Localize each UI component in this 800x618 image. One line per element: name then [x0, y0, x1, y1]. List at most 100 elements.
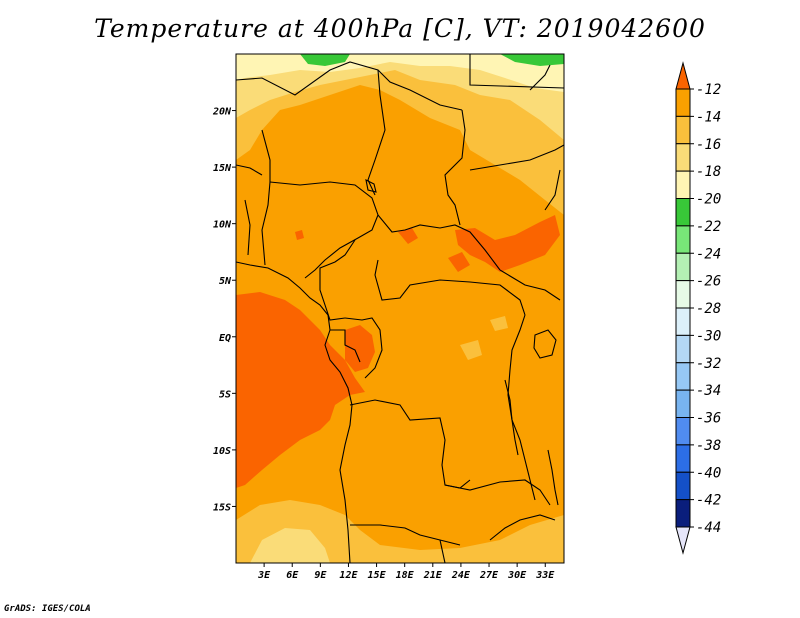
border-cameroon: [319, 239, 356, 321]
colorbar-segment: [675, 143, 691, 172]
temperature-field: [236, 54, 564, 563]
x-tick-label: 27E: [479, 570, 499, 581]
x-tick-label: 6E: [286, 570, 299, 581]
border-congo: [344, 317, 383, 379]
field-patch-m14-m12-gabon: [345, 325, 375, 372]
colorbar-label: -20: [696, 192, 721, 208]
border-sudan-ss: [469, 144, 564, 171]
colorbar-label: -34: [696, 383, 721, 399]
colorbar-segment: [675, 362, 691, 391]
field-patch-m18-m16-drc: [490, 316, 508, 331]
border-zambia: [444, 479, 551, 506]
colorbar-segment: [675, 307, 691, 336]
border-angola-south: [350, 524, 461, 546]
colorbar-segment: [675, 115, 691, 145]
x-tick-label: 3E: [257, 570, 271, 581]
colorbar-label: -18: [696, 164, 721, 180]
lake-malawi: [547, 449, 559, 506]
x-tick-label: 9E: [314, 570, 327, 581]
colorbar-label: -22: [696, 219, 721, 235]
field-patch-m14-m12-car: [455, 215, 560, 272]
colorbar-label: -14: [696, 109, 721, 125]
colorbar-segment: [675, 252, 691, 282]
x-tick-label: 18E: [396, 570, 415, 581]
border-libya-chad: [444, 109, 466, 226]
map-title: Temperature at 400hPa [C], VT: 201904260…: [94, 14, 706, 43]
y-tick-label: EQ: [219, 333, 231, 344]
colorbar-label: -26: [696, 274, 721, 290]
border-gabon: [330, 329, 361, 363]
footer-credit: GrADS: IGES/COLA: [4, 604, 91, 614]
border-nigeria-benin: [261, 129, 271, 266]
colorbar-segment: [675, 417, 691, 446]
field-patch-m24-m22-north: [300, 54, 350, 66]
colorbar-bottom-arrow: [675, 526, 691, 555]
colorbar-label: -38: [696, 438, 721, 454]
border-ethiopia: [544, 169, 561, 211]
colorbar-label: -30: [696, 328, 721, 344]
x-tick-label: 12E: [339, 570, 358, 581]
colorbar-segment: [675, 198, 691, 227]
colorbar-label: -40: [696, 465, 721, 481]
colorbar-label: -16: [696, 137, 721, 153]
colorbar-segment: [675, 225, 691, 254]
lake-victoria: [533, 329, 557, 359]
plot-frame: [235, 53, 565, 564]
x-tick-label: 24E: [451, 570, 471, 581]
lake-chad: [365, 179, 377, 193]
border-south-namibia: [439, 539, 446, 563]
colorbar: -12 -14 -16 -18 -20 -22 -24 -26 -28 -30 -32 -34 -36 -…: [675, 61, 721, 555]
field-patch-m24-m22-northeast: [500, 54, 564, 66]
border-niger-chad: [367, 69, 386, 196]
field-patch-m14-m12-nigeria: [295, 230, 304, 240]
lake-lines-red-sea: [529, 64, 551, 91]
colorbar-label: -36: [696, 411, 721, 427]
x-tick-label: 33E: [535, 570, 555, 581]
field-patch-m14-m12-central: [448, 252, 470, 272]
colorbar-segment: [675, 471, 691, 501]
border-burkina: [236, 164, 263, 176]
coastline-west-africa: [236, 261, 353, 563]
colorbar-label: -32: [696, 356, 721, 372]
colorbar-segment: [675, 88, 691, 117]
colorbar-segment: [675, 334, 691, 364]
border-ss-uganda: [499, 269, 561, 301]
x-tick-label: 21E: [423, 570, 443, 581]
colorbar-segment: [675, 170, 691, 199]
y-tick-label: 5N: [219, 276, 232, 287]
colorbar-segment: [675, 280, 691, 309]
border-algeria-niger: [236, 61, 463, 111]
y-tick-label: 5S: [219, 389, 231, 400]
y-axis: 20N 15N 10N 5N EQ 5S 10S 15S: [212, 107, 236, 513]
x-axis: 3E 6E 9E 12E 15E 18E 21E 24E 27E 30E 33E: [257, 563, 555, 581]
field-patch-m20-m18-south: [250, 528, 330, 563]
colorbar-top-arrow: [675, 61, 691, 90]
colorbar-label: -44: [696, 520, 721, 536]
y-tick-label: 10S: [213, 446, 231, 457]
colorbar-label: -28: [696, 301, 721, 317]
border-car-drc: [374, 259, 526, 316]
field-tongue-m14-m12-west: [236, 292, 365, 488]
colorbar-label: -12: [696, 82, 721, 98]
y-tick-label: 15N: [213, 163, 232, 174]
colorbar-label: -24: [696, 246, 721, 262]
border-ghana-togo: [244, 199, 251, 256]
x-tick-label: 30E: [507, 570, 527, 581]
colorbar-segment: [675, 499, 691, 528]
y-tick-label: 20N: [212, 107, 232, 118]
colorbar-segment: [675, 389, 691, 418]
x-tick-label: 15E: [368, 570, 387, 581]
border-mozambique: [489, 514, 556, 541]
border-drc-east: [507, 314, 536, 501]
lake-tanganyika: [504, 379, 519, 456]
country-borders: [236, 54, 564, 563]
field-band-m20-m18: [236, 54, 564, 140]
y-tick-label: 10N: [213, 220, 232, 231]
field-patch-m14-m12-chad: [398, 228, 418, 244]
colorbar-segment: [675, 444, 691, 473]
border-chad-car: [377, 214, 501, 271]
y-tick-label: 15S: [213, 502, 231, 513]
field-patch-m18-m16-lakes: [460, 340, 482, 360]
colorbar-label: -42: [696, 493, 721, 509]
